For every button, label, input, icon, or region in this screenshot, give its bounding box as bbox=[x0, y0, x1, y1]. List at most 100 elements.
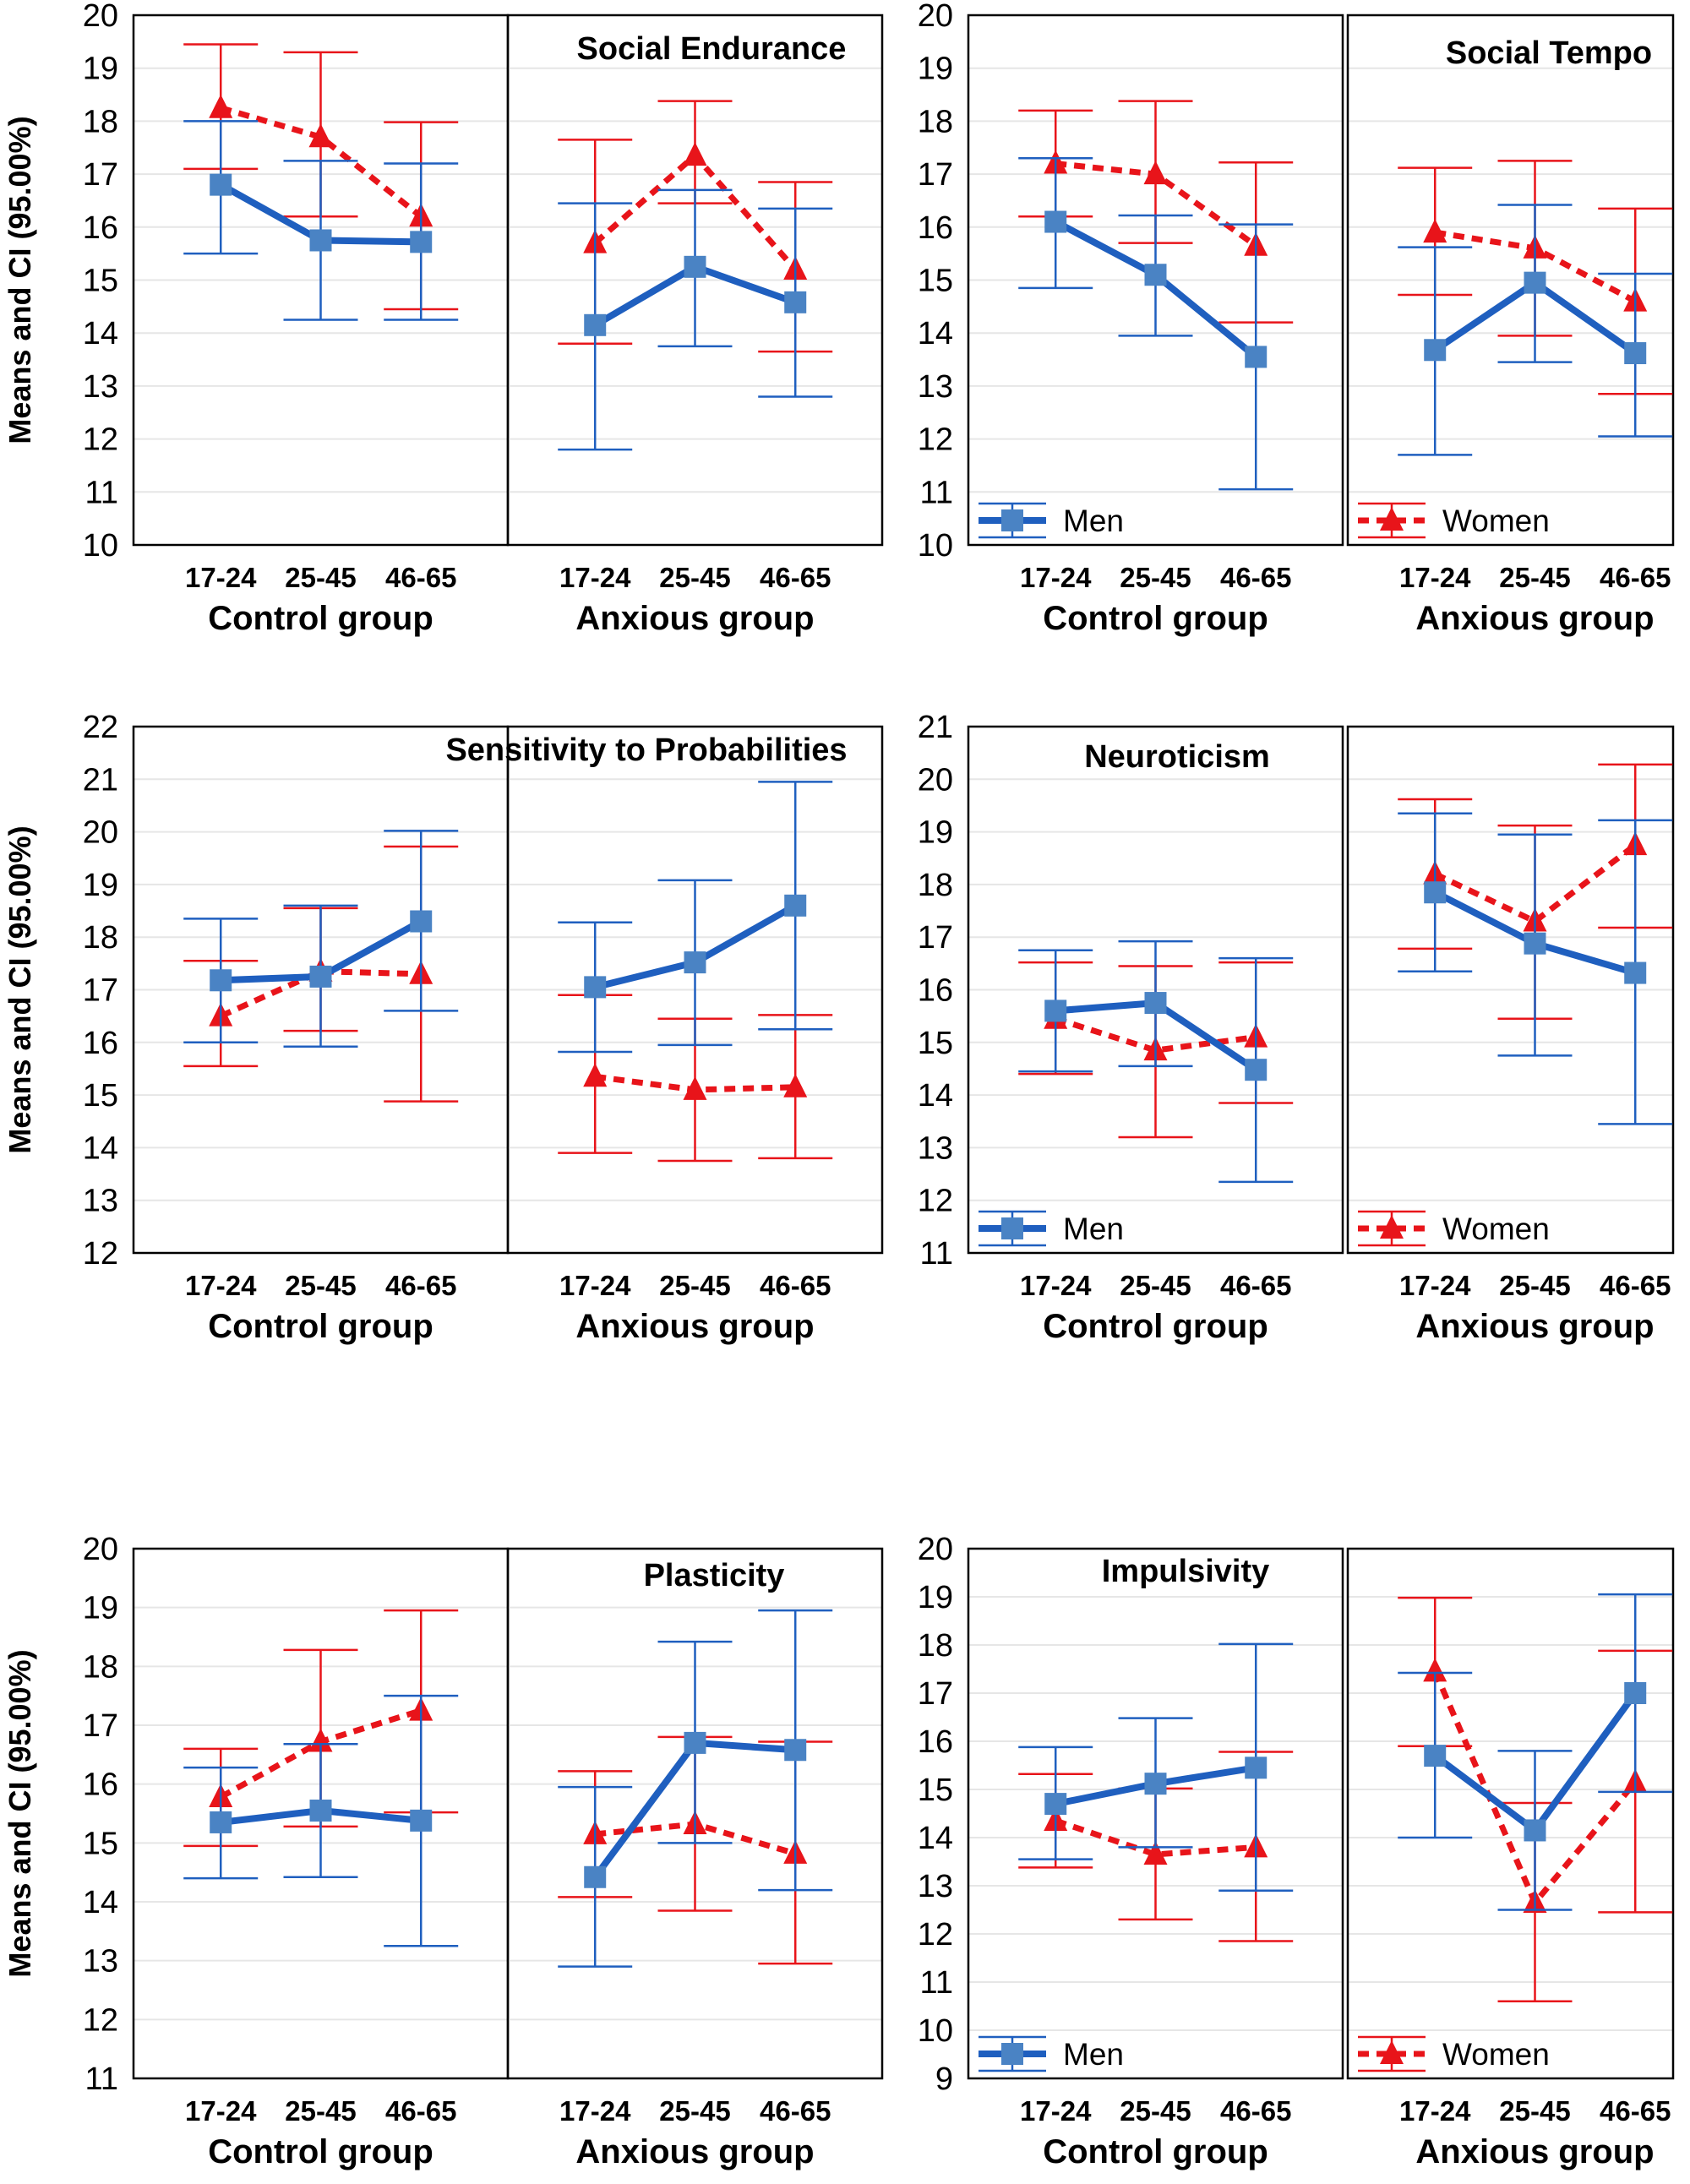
y-tick-label: 20 bbox=[918, 762, 953, 798]
chart-3: 11 12 13 14 15 16 17 18 19 20 21 17-24 25-45 46-65 Con… bbox=[918, 710, 1675, 1345]
y-tick-label: 14 bbox=[918, 316, 953, 351]
y-tick-label: 20 bbox=[918, 1532, 953, 1567]
legend-marker bbox=[1380, 507, 1404, 531]
y-axis-label: Means and CI (95.00%) bbox=[3, 825, 37, 1153]
x-tick-label: 25-45 bbox=[285, 2095, 356, 2127]
data-point-triangle bbox=[1143, 161, 1168, 185]
y-tick-label: 12 bbox=[83, 2002, 118, 2038]
y-tick-label: 18 bbox=[83, 920, 118, 956]
legend-men: Men bbox=[979, 2035, 1124, 2072]
x-tick-label: 25-45 bbox=[1120, 2095, 1191, 2127]
y-tick-label: 22 bbox=[83, 710, 118, 745]
data-point-square bbox=[1624, 961, 1647, 984]
y-tick-label: 13 bbox=[918, 1869, 953, 1904]
x-tick-label: 25-45 bbox=[659, 1270, 730, 1301]
panel-control: 17-24 25-45 46-65 Control group Men bbox=[967, 14, 1344, 637]
y-tick-label: 12 bbox=[83, 422, 118, 458]
x-tick-label: 17-24 bbox=[185, 1270, 257, 1301]
x-tick-label: 46-65 bbox=[1220, 562, 1291, 593]
group-label: Anxious group bbox=[575, 2133, 814, 2170]
data-point-square bbox=[210, 173, 232, 196]
series-men bbox=[1398, 1593, 1673, 1911]
y-tick-label: 16 bbox=[83, 1767, 118, 1803]
series-line bbox=[1433, 842, 1638, 925]
data-point-square bbox=[1524, 1819, 1546, 1842]
y-tick-label: 9 bbox=[935, 2061, 953, 2097]
y-tick-label: 11 bbox=[920, 1236, 953, 1272]
series-line bbox=[1055, 1817, 1257, 1858]
chart-title: Social Tempo bbox=[1446, 35, 1652, 71]
x-tick-label: 17-24 bbox=[1020, 562, 1092, 593]
x-tick-label: 25-45 bbox=[1120, 1270, 1191, 1301]
x-tick-label: 17-24 bbox=[1020, 1270, 1092, 1301]
group-label: Control group bbox=[1043, 1308, 1268, 1345]
data-point-square bbox=[784, 894, 807, 917]
series-line bbox=[1055, 1016, 1257, 1054]
data-point-square bbox=[684, 1731, 706, 1754]
legend-marker bbox=[1001, 2043, 1023, 2065]
y-tick-label: 19 bbox=[83, 52, 118, 87]
data-point-square bbox=[410, 910, 433, 933]
data-point-square bbox=[1424, 881, 1447, 904]
data-point-square bbox=[784, 1739, 807, 1762]
group-label: Control group bbox=[208, 2133, 433, 2170]
legend-marker bbox=[1380, 1215, 1404, 1239]
x-tick-label: 17-24 bbox=[185, 2095, 257, 2127]
x-tick-label: 17-24 bbox=[559, 2095, 631, 2127]
data-point-square bbox=[210, 969, 232, 992]
y-tick-label: 12 bbox=[918, 1184, 953, 1219]
x-tick-label: 46-65 bbox=[385, 2095, 456, 2127]
y-tick-label: 15 bbox=[83, 1826, 118, 1861]
legend-label: Women bbox=[1442, 1212, 1550, 1246]
y-tick-label: 12 bbox=[83, 1236, 118, 1272]
x-tick-label: 46-65 bbox=[385, 1270, 456, 1301]
chart-2: 12 13 14 15 16 17 18 19 20 21 22 Means and CI (95.0… bbox=[3, 710, 884, 1345]
x-tick-label: 46-65 bbox=[760, 562, 831, 593]
x-tick-label: 46-65 bbox=[760, 2095, 831, 2127]
data-point-square bbox=[1044, 1793, 1067, 1816]
data-point-square bbox=[1144, 992, 1167, 1015]
panel-anxious: 17-24 25-45 46-65 Anxious group Women bbox=[1346, 725, 1675, 1345]
y-tick-label: 19 bbox=[918, 52, 953, 87]
data-point-square bbox=[684, 951, 706, 974]
legend-men: Men bbox=[979, 502, 1124, 539]
data-point-square bbox=[410, 231, 433, 253]
data-point-square bbox=[1245, 1756, 1268, 1779]
y-tick-label: 14 bbox=[83, 1130, 118, 1166]
legend-marker bbox=[1001, 1217, 1023, 1239]
panel-control: 17-24 25-45 46-65 Control group bbox=[132, 725, 510, 1345]
data-point-square bbox=[684, 255, 706, 278]
group-label: Anxious group bbox=[575, 600, 814, 637]
x-tick-label: 46-65 bbox=[1600, 2095, 1671, 2127]
data-point-square bbox=[210, 1811, 232, 1833]
panel-control: 17-24 25-45 46-65 Control group Men bbox=[967, 1547, 1344, 2170]
y-tick-label: 10 bbox=[918, 528, 953, 564]
series-men bbox=[183, 120, 459, 321]
x-tick-label: 25-45 bbox=[659, 2095, 730, 2127]
chart-5: 9 10 11 12 13 14 15 16 17 18 19 20 17-24 25-45 46-65 Co… bbox=[918, 1532, 1675, 2170]
y-tick-label: 15 bbox=[918, 1773, 953, 1808]
y-tick-label: 19 bbox=[918, 1580, 953, 1615]
y-tick-label: 16 bbox=[918, 210, 953, 246]
data-point-triangle bbox=[1143, 1840, 1168, 1865]
y-tick-label: 21 bbox=[83, 762, 118, 798]
group-label: Anxious group bbox=[575, 1308, 814, 1345]
group-label: Control group bbox=[208, 1308, 433, 1345]
data-point-square bbox=[584, 976, 607, 999]
x-tick-label: 17-24 bbox=[1399, 2095, 1471, 2127]
y-tick-label: 17 bbox=[918, 1676, 953, 1712]
y-tick-label: 12 bbox=[918, 422, 953, 458]
legend-label: Women bbox=[1442, 2037, 1550, 2072]
series-men bbox=[1018, 1642, 1294, 1892]
y-tick-label: 17 bbox=[83, 1708, 118, 1744]
data-point-triangle bbox=[1423, 1658, 1447, 1682]
x-tick-label: 17-24 bbox=[1399, 562, 1471, 593]
y-tick-label: 16 bbox=[918, 1724, 953, 1760]
data-point-square bbox=[1044, 210, 1067, 233]
panel-anxious: 17-24 25-45 46-65 Anxious group bbox=[506, 1547, 884, 2170]
legend-label: Men bbox=[1063, 2037, 1124, 2072]
panel-frame bbox=[506, 1547, 884, 2080]
x-tick-label: 17-24 bbox=[1020, 2095, 1092, 2127]
series-men bbox=[558, 781, 833, 1054]
data-point-square bbox=[1144, 264, 1167, 286]
